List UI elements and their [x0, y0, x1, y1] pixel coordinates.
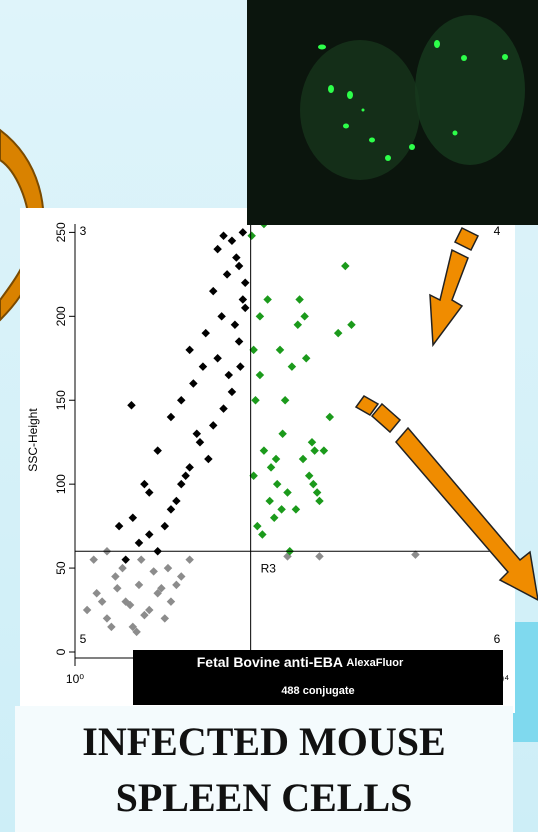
x-tick-label: 10⁰	[66, 672, 84, 686]
plot-panel	[20, 208, 515, 713]
quadrant-label: 6	[494, 632, 501, 646]
quadrant-label: 5	[80, 632, 87, 646]
x-label: Fetal Bovine anti-EBA AlexaFluor	[197, 654, 404, 670]
y-tick-label: 0	[54, 648, 68, 655]
y-tick-label: 250	[54, 222, 68, 242]
y-tick-label: 200	[54, 306, 68, 326]
x-label-box: Fetal Bovine anti-EBA AlexaFluor 488 con…	[133, 650, 503, 705]
page: 05010015020025010⁰10⁴SSC-Height3456R3 Fe…	[0, 0, 538, 832]
y-tick-label: 50	[54, 561, 68, 575]
y-tick-label: 100	[54, 474, 68, 494]
slide-title: INFECTED MOUSE SPLEEN CELLS	[15, 706, 513, 832]
y-tick-label: 150	[54, 390, 68, 410]
x-label: 488 conjugate	[281, 685, 354, 697]
y-axis-label: SSC-Height	[26, 408, 40, 472]
micrograph	[247, 0, 538, 225]
region-label: R3	[261, 561, 277, 575]
quadrant-label: 3	[80, 224, 87, 238]
quadrant-label: 4	[494, 224, 501, 238]
